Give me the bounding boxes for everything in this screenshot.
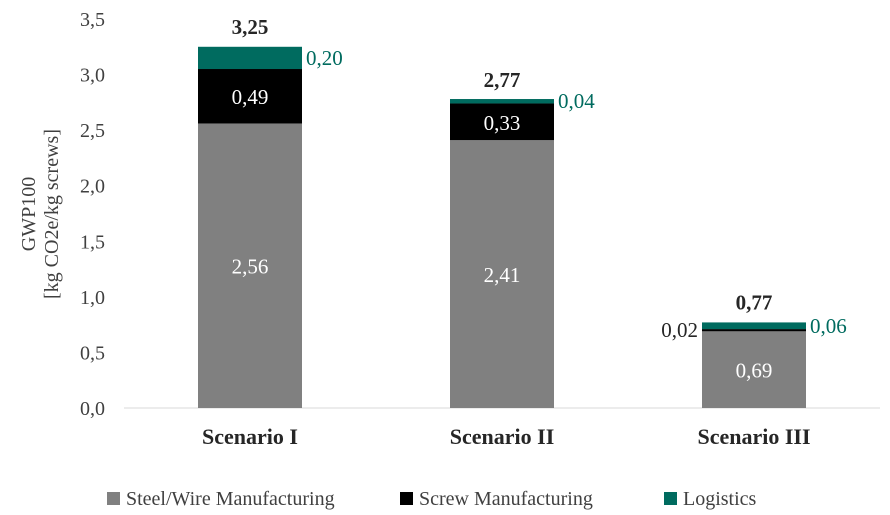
y-tick-label: 0,0 (80, 398, 105, 420)
bar-segment (450, 99, 554, 104)
bar-segment (450, 103, 554, 141)
y-tick-label: 1,5 (80, 231, 105, 253)
legend-swatch (400, 492, 413, 505)
legend-swatch (107, 492, 120, 505)
legend-label: Steel/Wire Manufacturing (126, 488, 335, 510)
y-tick-label: 1,0 (80, 287, 105, 309)
x-category-label: Scenario III (697, 424, 810, 449)
bar-segment (450, 140, 554, 408)
y-axis-title-line2: [kg CO2e/kg screws] (41, 129, 63, 299)
total-label: 0,77 (736, 290, 773, 314)
data-label: 0,49 (232, 85, 269, 109)
legend-label: Screw Manufacturing (419, 488, 593, 510)
y-tick-label: 2,0 (80, 176, 105, 198)
bar-segment (198, 46, 302, 70)
data-label: 2,41 (484, 263, 521, 287)
bars-group: 2,56 0,49 0,20 3,25 Scenario I 2,41 0,33 0,04 2,… (198, 15, 847, 449)
data-label: 0,20 (306, 46, 343, 70)
y-tick-label: 3,0 (80, 65, 105, 87)
bar-segment (198, 69, 302, 124)
legend-label: Logistics (683, 488, 757, 510)
y-tick-label: 0,5 (80, 342, 105, 364)
data-label: 2,56 (232, 255, 269, 279)
x-category-label: Scenario I (202, 424, 298, 449)
data-label: 0,69 (736, 359, 773, 383)
y-axis-title-line1: GWP100 (18, 177, 40, 251)
bar-segment (702, 329, 806, 332)
y-tick-label: 2,5 (80, 120, 105, 142)
bar-segment (702, 322, 806, 330)
y-axis-ticks: 0,0 0,5 1,0 1,5 2,0 2,5 3,0 3,5 (80, 9, 105, 420)
total-label: 2,77 (484, 68, 521, 92)
legend-swatch (664, 492, 677, 505)
total-label: 3,25 (232, 15, 269, 39)
data-label: 0,02 (661, 318, 698, 342)
x-category-label: Scenario II (450, 424, 555, 449)
bar-segment (198, 123, 302, 408)
bar-segment (702, 331, 806, 408)
y-tick-label: 3,5 (80, 9, 105, 31)
data-label: 0,04 (558, 89, 595, 113)
data-label: 0,06 (810, 314, 847, 338)
data-label: 0,33 (484, 111, 521, 135)
legend: Steel/Wire Manufacturing Screw Manufactur… (107, 488, 757, 510)
